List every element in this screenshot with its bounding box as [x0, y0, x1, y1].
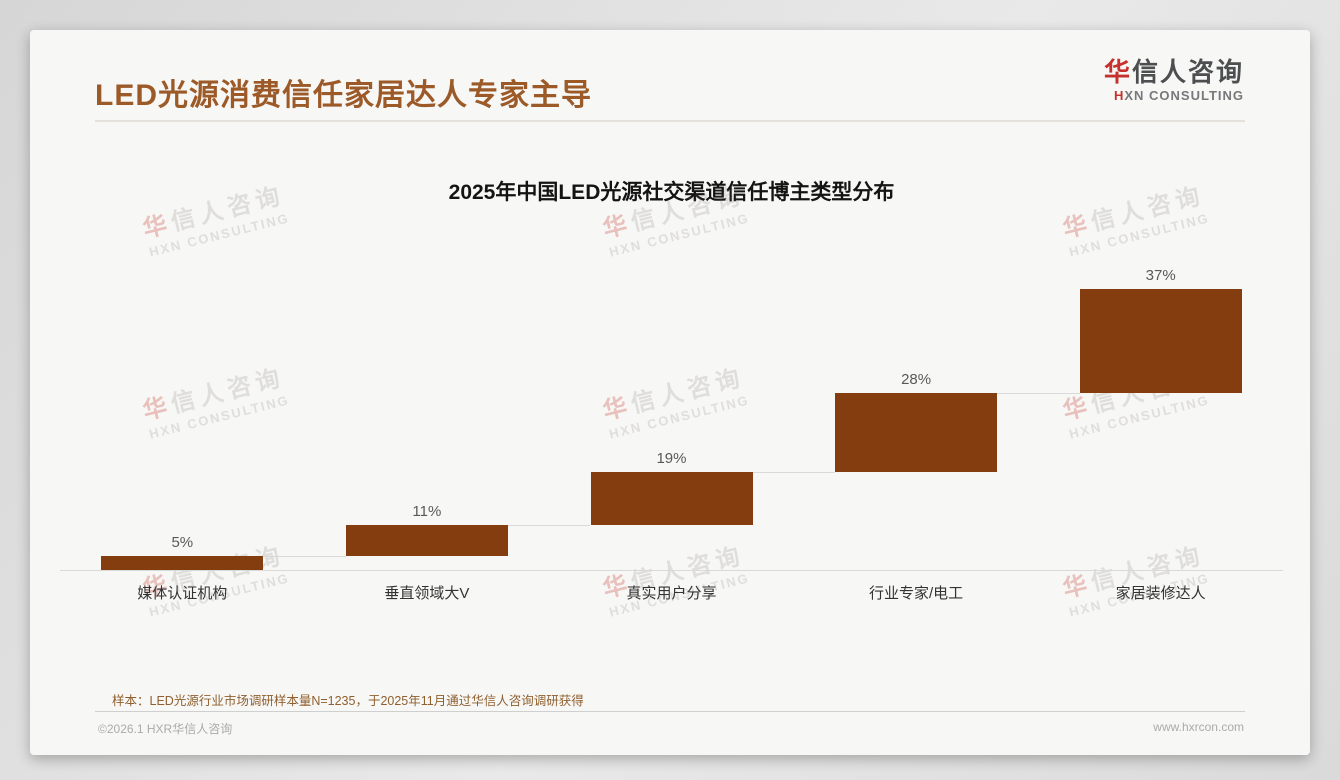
watermark-en: HXN CONSULTING: [607, 392, 752, 442]
waterfall-connector: [997, 393, 1080, 394]
waterfall-connector: [263, 556, 346, 557]
category-label: 媒体认证机构: [137, 585, 228, 602]
copyright-text: ©2026.1 HXR华信人咨询: [98, 722, 233, 736]
brand-name-first-char: 华: [1103, 57, 1132, 87]
bar-value-label: 28%: [901, 371, 932, 388]
bar-value-label: 11%: [412, 503, 442, 520]
brand-en-rest: XN CONSULTING: [1124, 87, 1244, 103]
bar-value-label: 5%: [171, 534, 194, 551]
category-label: 行业专家/电工: [869, 585, 964, 602]
sample-note: 样本：LED光源行业市场调研样本量N=1235，于2025年11月通过华信人咨询…: [112, 694, 584, 708]
waterfall-chart: 2025年中国LED光源社交渠道信任博主类型分布 华信人咨询 HXN CONSUL…: [30, 30, 1310, 755]
chart-title: 2025年中国LED光源社交渠道信任博主类型分布: [448, 181, 895, 204]
header-divider: [95, 120, 1245, 122]
bar-segment: [1079, 289, 1242, 393]
brand-name-rest: 信人咨询: [1131, 57, 1244, 87]
brand-name-cn: 华信人咨询: [1104, 58, 1244, 87]
bar-segment: [345, 525, 508, 556]
waterfall-connector: [752, 472, 836, 473]
category-label: 真实用户分享: [626, 585, 717, 602]
brand-name-en: HXN CONSULTING: [1104, 87, 1244, 103]
brand-logo: 华信人咨询 HXN CONSULTING: [1104, 58, 1244, 103]
bar-value-label: 19%: [656, 450, 687, 467]
website-url: www.hxrcon.com: [1153, 720, 1244, 734]
bar-segment: [835, 393, 998, 472]
bar-segment: [590, 472, 753, 525]
report-card: LED光源消费信任家居达人专家主导 华信人咨询 HXN CONSULTING 2…: [30, 30, 1310, 755]
page-title: LED光源消费信任家居达人专家主导: [95, 79, 592, 112]
footer-divider: [95, 711, 1245, 712]
watermark-cn: 华信人咨询: [600, 364, 748, 426]
x-axis-line: [60, 570, 1283, 571]
brand-en-first-char: H: [1113, 87, 1125, 103]
watermark-en: HXN CONSULTING: [147, 210, 292, 260]
waterfall-connector: [507, 525, 591, 526]
watermark-cn: 华信人咨询: [140, 364, 288, 426]
watermark-en: HXN CONSULTING: [607, 210, 752, 260]
category-label: 家居装修达人: [1115, 585, 1206, 602]
bar-value-label: 37%: [1145, 267, 1176, 284]
category-label: 垂直领域大V: [384, 585, 470, 602]
watermark-en: HXN CONSULTING: [1067, 210, 1212, 260]
bar-segment: [101, 556, 264, 570]
watermark-en: HXN CONSULTING: [147, 392, 292, 442]
